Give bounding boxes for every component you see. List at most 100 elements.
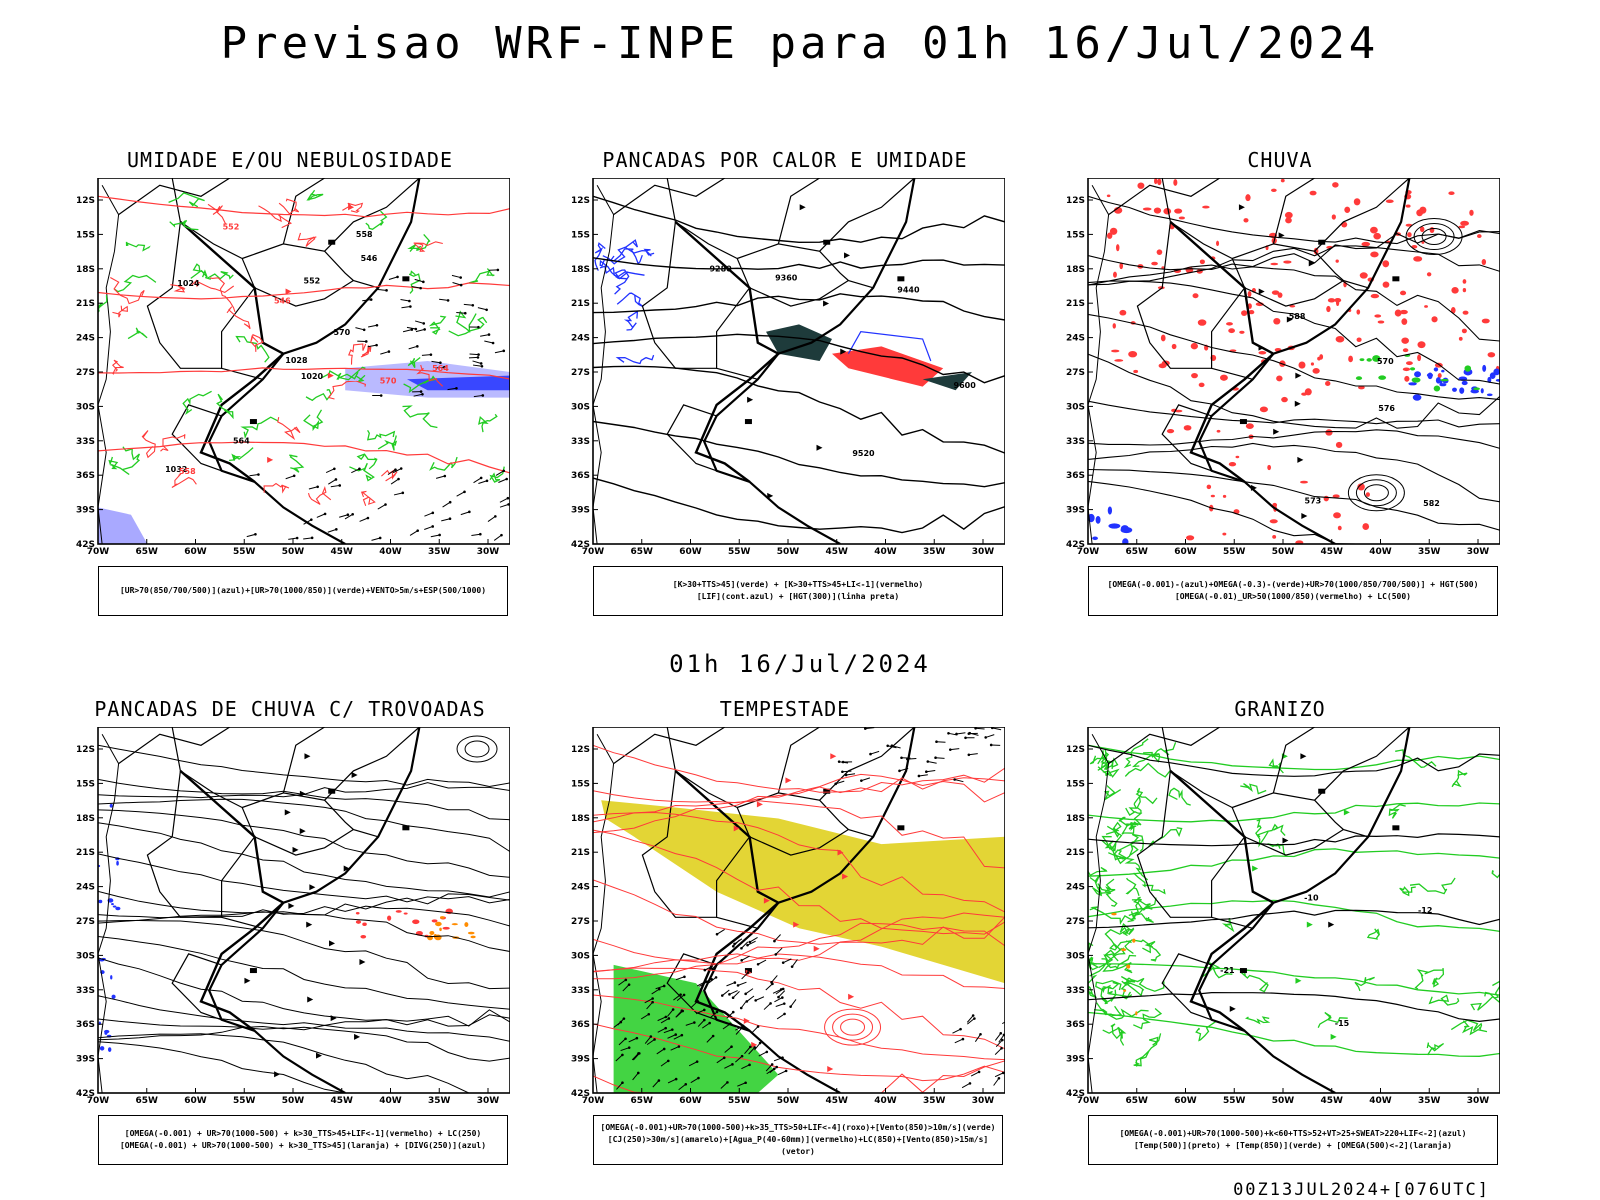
wind-vector-head (310, 536, 314, 540)
lif-contour (847, 331, 932, 362)
lat-label: 24S (571, 883, 590, 893)
wind-vector (499, 497, 509, 503)
lon-label: 50W (282, 547, 305, 557)
shaded-area (1405, 204, 1411, 208)
state-border (749, 828, 874, 856)
map-pancadas-calor: 9600 9520 9440 9360 9280 12S 15S 18S 21S 24S 27S 30… (571, 178, 1005, 557)
wind-vector-head (364, 340, 368, 343)
shaded-area (1355, 376, 1363, 381)
lat-label: 15S (1066, 230, 1085, 240)
shaded-area (1373, 232, 1381, 240)
wind-vector-head (722, 1056, 726, 1060)
shaded-area (1135, 1011, 1138, 1016)
state-border (1272, 178, 1315, 245)
contour-line (1088, 985, 1097, 999)
wind-vector-head (502, 469, 506, 473)
country-border (1169, 221, 1276, 483)
streamline-arrow (1343, 809, 1350, 816)
shaded-area (431, 919, 438, 923)
wind-vector-head (967, 753, 971, 757)
shaded-area (1259, 406, 1268, 413)
lat-label: 30S (571, 951, 590, 961)
shaded-area (1495, 378, 1500, 382)
streamline-arrow (1229, 1005, 1236, 1012)
streamline-arrow (830, 753, 837, 760)
wind-vector-head (419, 390, 423, 393)
lat-label: 39S (1066, 1055, 1085, 1065)
streamline-arrow (763, 897, 770, 904)
contour-line (263, 482, 290, 494)
wind-vector-head (695, 1060, 699, 1063)
closed-contour (824, 1008, 882, 1046)
shaded-area (1235, 455, 1240, 459)
shaded-area (1109, 227, 1118, 235)
state-border (1108, 727, 1221, 765)
wind-vector-head (731, 1010, 735, 1014)
streamline-arrow (813, 945, 820, 952)
streamline-arrow (284, 809, 291, 816)
wind-vector-head (953, 778, 956, 781)
lat-label: 36S (571, 1020, 590, 1030)
contour-line (1240, 971, 1269, 993)
streamline-arrow (330, 1015, 337, 1022)
wind-vector (745, 988, 754, 995)
contour-line (429, 456, 458, 471)
wind-vector-head (416, 529, 419, 532)
contour-line (229, 447, 254, 462)
shaded-area (1154, 178, 1158, 185)
wind-vector-head (770, 1063, 774, 1066)
contour-line (428, 315, 447, 335)
wind-vector-head (662, 984, 666, 988)
state-border (641, 770, 717, 918)
wind-vector-head (358, 467, 361, 471)
wind-vector-head (748, 1063, 751, 1067)
shaded-area (1429, 226, 1435, 234)
shaded-area (1192, 293, 1199, 299)
lat-label: 12S (1066, 196, 1085, 206)
contour-line (305, 389, 332, 402)
wind-vector-head (471, 303, 475, 307)
wind-vector (330, 484, 340, 488)
shaded-area (1439, 383, 1447, 387)
geo-lines (1088, 727, 1411, 1093)
shaded-area (1417, 354, 1422, 362)
shaded-area (1312, 367, 1320, 374)
shaded-area (362, 922, 367, 926)
streamline-arrow (327, 372, 334, 379)
streamline (593, 420, 1005, 488)
wind-vector-head (947, 732, 950, 735)
wind-vector-head (765, 1050, 769, 1054)
wind-vector-head (774, 953, 778, 956)
contour-line (1451, 769, 1468, 788)
shaded-area (1092, 536, 1098, 541)
state-border (1244, 279, 1369, 307)
contour-line (377, 435, 398, 451)
wind-vector (380, 351, 390, 355)
wind-vector (995, 1039, 1003, 1048)
lat-label: 39S (76, 506, 95, 516)
closed-contour (840, 1018, 866, 1036)
instability-area (922, 372, 972, 391)
wind-vector (706, 1035, 714, 1043)
streamline-arrow (743, 1017, 750, 1024)
contour-line (1388, 803, 1406, 819)
lat-label: 36S (571, 471, 590, 481)
streamline (98, 282, 510, 300)
contour-line (210, 277, 236, 313)
wind-vector (776, 1013, 785, 1020)
panel-chuva: CHUVA 588 582 576 573 570 12S 15S 18S 21S 24S 27S 3… (1060, 148, 1500, 618)
wind-vector (695, 1009, 705, 1015)
streamline-arrow (1294, 400, 1301, 407)
shaded-area (435, 921, 442, 927)
state-border (1161, 953, 1212, 1021)
contour-line (1118, 833, 1144, 852)
contour-line (448, 316, 488, 337)
map-layers: 9600 9520 9440 9360 9280 (593, 178, 1005, 544)
streamline-arrow (785, 777, 792, 784)
wind-vector (861, 777, 871, 782)
lake-mark (402, 825, 410, 831)
contour-line (1103, 784, 1122, 801)
wind-vector-head (979, 1032, 982, 1036)
wind-vector (675, 976, 685, 981)
